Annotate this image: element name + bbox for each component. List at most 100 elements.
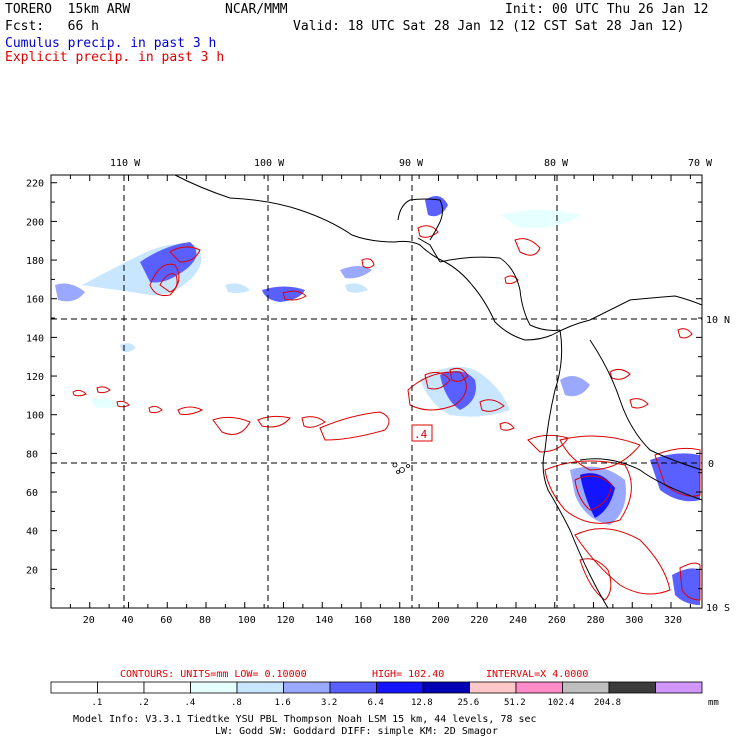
precip-contour (319, 411, 390, 441)
colorbar-cell (422, 681, 470, 694)
x-tick-label: 140 (315, 615, 333, 626)
colorbar-cell (329, 681, 377, 694)
x-axis: 20 40 60 80 100 120 140 160 180 200 220 240 260 280 30… (69, 175, 691, 626)
colorbar-label: 25.6 (458, 698, 480, 708)
coastline-south-america-north (551, 295, 703, 336)
x-tick-label: 300 (625, 615, 643, 626)
contours-high-label: HIGH= 102.40 (372, 669, 444, 680)
lon-label: 80 W (544, 158, 569, 169)
x-tick-label: 160 (354, 615, 372, 626)
model-info: Model Info: V3.3.1 Tiedtke YSU PBL Thomp… (73, 714, 537, 725)
colorbar-cell (50, 681, 98, 694)
colorbar-cell (655, 681, 703, 694)
colorbar-label: 3.2 (321, 698, 337, 708)
y-tick-label: 120 (26, 372, 44, 383)
contour-value-box (411, 424, 433, 442)
colorbar-label: .8 (231, 698, 242, 708)
colorbar-unit: mm (708, 698, 719, 708)
precip-contour (361, 258, 375, 269)
y-tick-label: 100 (26, 411, 44, 422)
y-tick-label: 60 (26, 488, 38, 499)
lat-label: 0 (708, 459, 714, 470)
colorbar-cell (562, 681, 610, 694)
colorbar-label: 12.8 (411, 698, 433, 708)
lat-lon-grid (51, 175, 702, 608)
y-tick-label: 200 (26, 217, 44, 228)
precip-contour (159, 273, 178, 293)
precip-contour (96, 386, 111, 394)
precip-contour (559, 435, 641, 471)
precip-contour (449, 368, 469, 382)
precip-contour (169, 246, 201, 263)
x-tick-label: 220 (470, 615, 488, 626)
y-tick-label: 220 (26, 179, 44, 190)
border-peru (579, 458, 703, 501)
colorbar-label: .2 (138, 698, 149, 708)
precip-contour (72, 389, 87, 397)
precip-contour (116, 400, 130, 408)
y-tick-label: 40 (26, 527, 38, 538)
border-andes (589, 339, 703, 471)
x-tick-label: 60 (160, 615, 172, 626)
legend-explicit: Explicit precip. in past 3 h (5, 50, 225, 65)
precip-contour (677, 328, 693, 339)
precip-contour (148, 405, 163, 414)
x-tick-label: 100 (238, 615, 256, 626)
contours-interval-label: INTERVAL=X 4.0000 (486, 669, 588, 680)
valid-time: Valid: 18 UTC Sat 28 Jan 12 (12 CST Sat … (293, 19, 685, 34)
precip-contour (574, 475, 613, 511)
colorbar-label: .4 (185, 698, 196, 708)
init-time: Init: 00 UTC Thu 26 Jan 12 (505, 2, 709, 17)
forecast-hour: Fcst: 66 h (5, 19, 99, 34)
colorbar-cell (97, 681, 145, 694)
cumulus-area (225, 283, 250, 294)
colorbar-cell (190, 681, 238, 694)
x-tick-label: 80 (199, 615, 211, 626)
colorbar-cell (283, 681, 331, 694)
galapagos-islands (392, 462, 410, 474)
x-tick-label: 180 (393, 615, 411, 626)
y-tick-label: 140 (26, 333, 44, 344)
x-tick-label: 40 (122, 615, 134, 626)
precip-contour (177, 406, 204, 415)
colorbar-cell (469, 681, 517, 694)
cumulus-area (90, 398, 125, 409)
colorbar-label: 6.4 (368, 698, 384, 708)
precip-contour (301, 416, 326, 428)
cumulus-area (672, 568, 700, 605)
precip-contour (629, 398, 649, 409)
contour-value-label: .4 (414, 428, 428, 441)
coastline-caribbean (439, 256, 561, 331)
colorbar-label: 1.6 (275, 698, 291, 708)
colorbar-cell (236, 681, 284, 694)
org-label: NCAR/MMM (225, 2, 288, 17)
legend-cumulus: Cumulus precip. in past 3 h (5, 36, 217, 51)
precip-contour (407, 371, 467, 411)
precip-contour (149, 263, 180, 296)
coastlines (174, 174, 703, 609)
precip-contour (479, 399, 505, 412)
precip-contour (514, 238, 541, 256)
precip-contour (654, 447, 701, 497)
cumulus-area (140, 242, 197, 283)
x-tick-label: 280 (587, 615, 605, 626)
cumulus-area (55, 283, 85, 302)
colorbar-cell (376, 681, 424, 694)
cumulus-area (500, 210, 580, 229)
lat-label: 10 N (706, 315, 730, 326)
precip-contour (679, 562, 701, 601)
cumulus-area (560, 376, 590, 397)
coastline-central-america (174, 174, 553, 341)
cumulus-area (345, 283, 368, 293)
lon-label: 100 W (254, 158, 285, 169)
y-axis: 20 40 60 80 100 120 140 160 180 200 220 (26, 179, 702, 590)
precip-contour (424, 371, 451, 390)
lon-label: 70 W (688, 158, 713, 169)
y-tick-label: 20 (26, 565, 38, 576)
precip-contour (282, 290, 307, 301)
precip-contour (609, 368, 631, 380)
precip-contour (579, 558, 612, 601)
lon-label: 90 W (399, 158, 424, 169)
y-tick-label: 160 (26, 295, 44, 306)
